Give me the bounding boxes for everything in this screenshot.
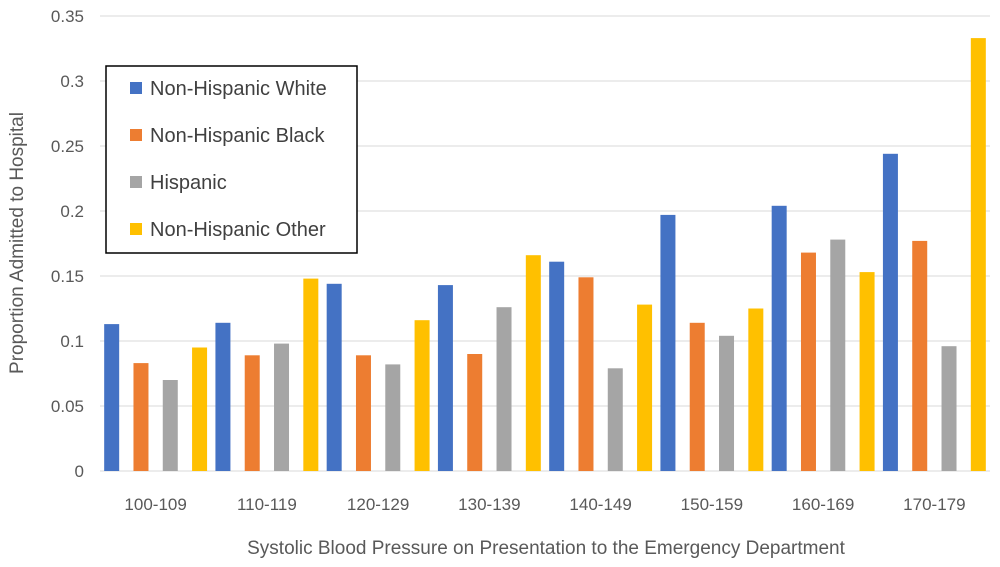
legend-swatch xyxy=(130,176,142,188)
bar xyxy=(689,322,705,471)
bar xyxy=(355,355,371,471)
legend-box xyxy=(105,65,358,254)
bar xyxy=(859,272,875,471)
bar xyxy=(637,304,653,471)
y-tick-label: 0.25 xyxy=(51,137,84,156)
bar xyxy=(660,214,676,471)
legend-swatch xyxy=(130,223,142,235)
legend-swatch xyxy=(130,82,142,94)
bar xyxy=(607,368,623,471)
bar xyxy=(162,380,178,471)
bar xyxy=(274,343,290,471)
bar xyxy=(104,324,120,471)
x-tick-label: 160-169 xyxy=(792,495,854,514)
bar xyxy=(467,354,483,471)
bar xyxy=(882,153,898,472)
bar xyxy=(578,277,594,471)
x-axis-title: Systolic Blood Pressure on Presentation … xyxy=(247,538,845,559)
y-tick-label: 0 xyxy=(75,462,84,481)
bar xyxy=(525,255,541,471)
y-tick-label: 0.35 xyxy=(51,7,84,26)
x-tick-label: 120-129 xyxy=(347,495,409,514)
y-axis-title: Proportion Admitted to Hospital xyxy=(7,112,28,374)
bar xyxy=(719,335,735,471)
bar xyxy=(970,38,986,471)
bar xyxy=(385,364,401,471)
bar xyxy=(941,346,957,471)
y-tick-label: 0.1 xyxy=(60,332,84,351)
legend-swatch xyxy=(130,129,142,141)
bar xyxy=(549,261,565,471)
bar xyxy=(303,278,319,471)
bars xyxy=(104,38,986,472)
legend: Non-Hispanic White Non-Hispanic Black Hisp… xyxy=(105,65,358,254)
bar xyxy=(496,307,512,471)
legend-label: Non-Hispanic Other xyxy=(150,219,326,241)
x-tick-label: 130-139 xyxy=(458,495,520,514)
x-tick-label: 140-149 xyxy=(569,495,631,514)
x-tick-label: 170-179 xyxy=(903,495,965,514)
y-axis-ticks: 0 0.05 0.1 0.15 0.2 0.25 0.3 0.35 xyxy=(51,7,84,481)
bar xyxy=(437,285,453,471)
legend-label: Non-Hispanic White xyxy=(150,78,327,100)
bar xyxy=(414,320,430,471)
y-tick-label: 0.05 xyxy=(51,397,84,416)
y-tick-label: 0.15 xyxy=(51,267,84,286)
bar xyxy=(326,283,342,471)
bar xyxy=(800,252,816,471)
x-axis-ticks: 100-109 110-119 120-129 130-139 140-149 150-1… xyxy=(124,495,965,514)
y-tick-label: 0.3 xyxy=(60,72,84,91)
x-tick-label: 100-109 xyxy=(124,495,186,514)
legend-label: Non-Hispanic Black xyxy=(150,125,326,147)
y-tick-label: 0.2 xyxy=(60,202,84,221)
bar xyxy=(912,240,928,471)
x-tick-label: 150-159 xyxy=(681,495,743,514)
bar xyxy=(244,355,260,471)
x-tick-label: 110-119 xyxy=(237,495,297,514)
bar xyxy=(830,239,846,471)
bar xyxy=(771,205,787,472)
bar xyxy=(748,308,764,471)
legend-label: Hispanic xyxy=(150,172,227,194)
bar xyxy=(133,363,149,471)
bar xyxy=(192,347,208,471)
bar xyxy=(215,322,231,471)
